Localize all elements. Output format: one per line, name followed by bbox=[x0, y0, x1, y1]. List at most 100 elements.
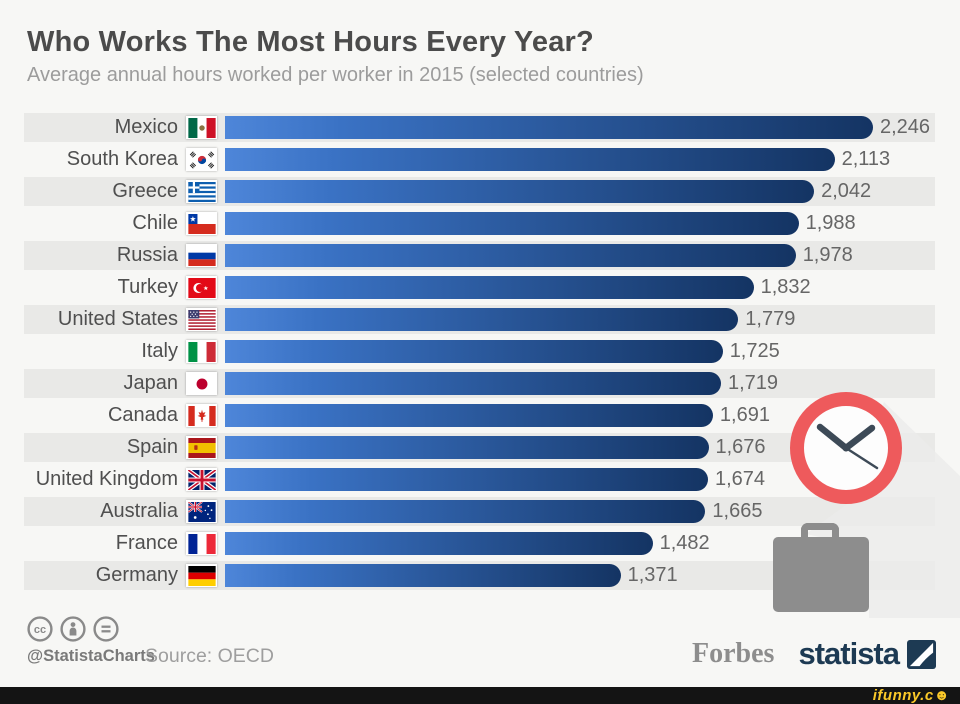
value-bar bbox=[225, 212, 799, 235]
value-label: 1,832 bbox=[760, 276, 811, 298]
statista-mark-icon bbox=[907, 639, 936, 669]
chart-row: South Korea 2,113 bbox=[24, 145, 935, 174]
chart-row: Chile 1,988 bbox=[24, 209, 935, 238]
country-label: South Korea bbox=[66, 148, 178, 170]
value-bar bbox=[225, 116, 873, 139]
value-label: 2,246 bbox=[880, 116, 931, 138]
value-label: 2,042 bbox=[821, 180, 872, 202]
value-label: 1,691 bbox=[719, 404, 770, 426]
chart-row: Spain 1,676 bbox=[24, 433, 935, 462]
clock-icon bbox=[789, 391, 903, 505]
watermark-bar: ifunny.c☻ bbox=[0, 687, 960, 704]
ifunny-watermark: ifunny.c☻ bbox=[872, 687, 950, 704]
bar-area: 1,725 bbox=[225, 337, 780, 366]
row-label-area: Australia bbox=[24, 500, 225, 523]
value-bar bbox=[225, 436, 709, 459]
country-label: Mexico bbox=[114, 116, 178, 138]
row-label-area: Chile bbox=[24, 212, 225, 235]
value-bar bbox=[225, 244, 796, 267]
bar-area: 1,482 bbox=[225, 529, 710, 558]
value-bar bbox=[225, 468, 708, 491]
statista-logo: statista bbox=[798, 636, 936, 672]
bar-area: 2,246 bbox=[225, 113, 930, 142]
value-bar bbox=[225, 404, 713, 427]
value-bar bbox=[225, 500, 706, 523]
briefcase-body bbox=[773, 537, 869, 612]
row-label-area: Mexico bbox=[24, 116, 225, 139]
germany-flag bbox=[186, 564, 217, 587]
japan-flag bbox=[186, 372, 217, 395]
row-label-area: France bbox=[24, 532, 225, 555]
chart-row: United Kingdom 1,674 bbox=[24, 465, 935, 494]
country-label: Canada bbox=[107, 404, 178, 426]
smiley-icon: ☻ bbox=[933, 687, 950, 704]
chile-flag bbox=[186, 212, 217, 235]
row-label-area: United Kingdom bbox=[24, 468, 225, 491]
value-bar bbox=[225, 372, 721, 395]
value-bar bbox=[225, 308, 739, 331]
attribution-icon bbox=[60, 616, 86, 642]
briefcase-icon bbox=[773, 523, 869, 612]
value-label: 1,482 bbox=[659, 532, 710, 554]
bar-area: 1,691 bbox=[225, 401, 770, 430]
south-korea-flag bbox=[186, 148, 217, 171]
row-label-area: Spain bbox=[24, 436, 225, 459]
value-label: 1,988 bbox=[805, 212, 856, 234]
canada-flag bbox=[186, 404, 217, 427]
country-label: Turkey bbox=[117, 276, 178, 298]
country-label: Chile bbox=[132, 212, 178, 234]
value-label: 1,719 bbox=[728, 372, 779, 394]
russia-flag bbox=[186, 244, 217, 267]
row-label-area: Japan bbox=[24, 372, 225, 395]
united-states-flag bbox=[186, 308, 217, 331]
value-label: 1,371 bbox=[627, 564, 678, 586]
statista-handle: @StatistaCharts bbox=[27, 647, 155, 665]
page-title: Who Works The Most Hours Every Year? bbox=[27, 26, 594, 58]
bar-area: 2,113 bbox=[225, 145, 890, 174]
greece-flag bbox=[186, 180, 217, 203]
row-label-area: Canada bbox=[24, 404, 225, 427]
row-label-area: Russia bbox=[24, 244, 225, 267]
value-bar bbox=[225, 276, 754, 299]
bar-area: 1,674 bbox=[225, 465, 765, 494]
cc-icon: cc bbox=[27, 616, 53, 642]
chart-row: Japan 1,719 bbox=[24, 369, 935, 398]
value-bar bbox=[225, 180, 815, 203]
country-label: France bbox=[115, 532, 178, 554]
mexico-flag bbox=[186, 116, 217, 139]
turkey-flag bbox=[186, 276, 217, 299]
statista-wordmark: statista bbox=[798, 636, 900, 671]
country-label: Australia bbox=[100, 500, 178, 522]
value-bar bbox=[225, 148, 835, 171]
bar-area: 1,988 bbox=[225, 209, 856, 238]
source-text: Source: OECD bbox=[145, 645, 274, 667]
value-bar bbox=[225, 340, 723, 363]
bar-area: 2,042 bbox=[225, 177, 871, 206]
france-flag bbox=[186, 532, 217, 555]
row-label-area: United States bbox=[24, 308, 225, 331]
row-label-area: Turkey bbox=[24, 276, 225, 299]
australia-flag bbox=[186, 500, 217, 523]
row-label-area: Greece bbox=[24, 180, 225, 203]
spain-flag bbox=[186, 436, 217, 459]
svg-text:cc: cc bbox=[34, 624, 46, 636]
value-label: 1,779 bbox=[745, 308, 796, 330]
chart-row: France 1,482 bbox=[24, 529, 935, 558]
italy-flag bbox=[186, 340, 217, 363]
country-label: United Kingdom bbox=[35, 468, 178, 490]
bar-area: 1,719 bbox=[225, 369, 778, 398]
country-label: Italy bbox=[141, 340, 178, 362]
united-kingdom-flag bbox=[186, 468, 217, 491]
value-bar bbox=[225, 564, 621, 587]
brand-logos: Forbes statista bbox=[692, 634, 936, 674]
value-label: 1,725 bbox=[729, 340, 780, 362]
country-label: Russia bbox=[116, 244, 178, 266]
page-subtitle: Average annual hours worked per worker i… bbox=[27, 64, 644, 86]
chart-row: Italy 1,725 bbox=[24, 337, 935, 366]
license-icons: cc bbox=[27, 616, 119, 642]
country-label: Germany bbox=[95, 564, 178, 586]
row-label-area: South Korea bbox=[24, 148, 225, 171]
chart-rows: Mexico 2,246 South Korea 2,113 Greece 2,042 Ch… bbox=[24, 113, 935, 593]
chart-row: Russia 1,978 bbox=[24, 241, 935, 270]
chart-row: Mexico 2,246 bbox=[24, 113, 935, 142]
